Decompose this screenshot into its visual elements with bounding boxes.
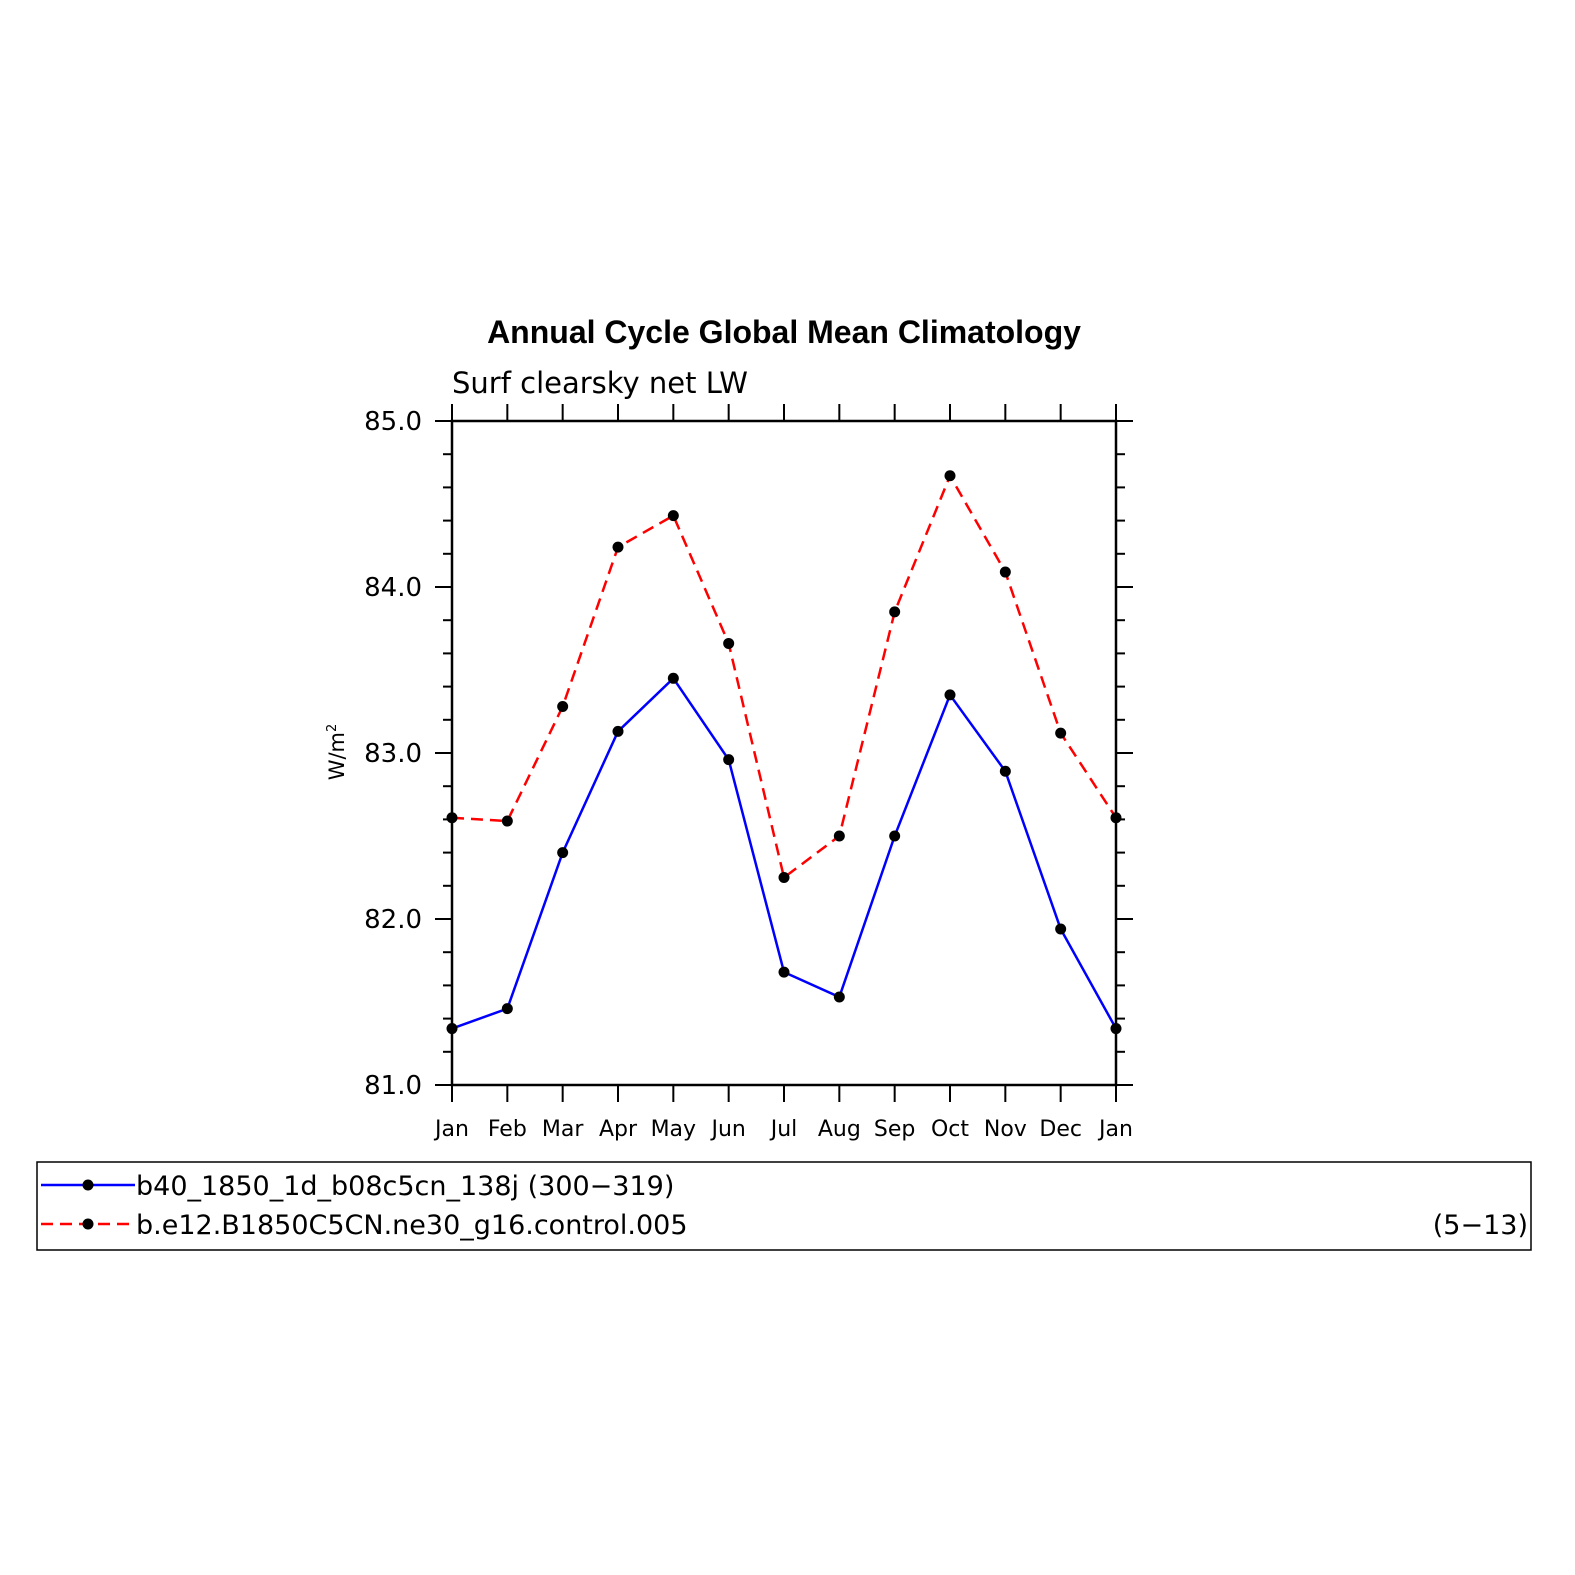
data-point (667, 510, 679, 522)
series-layer (446, 470, 1122, 1035)
data-point (944, 689, 956, 701)
y-axis-label-unit: W/m (325, 732, 349, 780)
series-line (451, 472, 1118, 880)
data-point (1110, 1023, 1122, 1035)
x-tick-label: Jan (433, 1117, 469, 1142)
x-tick-label: Jun (709, 1117, 745, 1142)
data-point (723, 754, 735, 766)
data-point (944, 470, 956, 482)
data-point (446, 1023, 458, 1035)
data-point (833, 830, 845, 842)
y-axis-label-exponent: 2 (325, 724, 340, 732)
data-point (501, 815, 513, 827)
y-tick-label: 84.0 (364, 573, 422, 603)
x-tick-label: Feb (488, 1117, 527, 1142)
data-point (778, 966, 790, 978)
data-point (446, 812, 458, 824)
legend-marker (82, 1218, 94, 1230)
legend-label: b.e12.B1850C5CN.ne30_g16.control.005 (136, 1210, 688, 1241)
y-tick-label: 82.0 (364, 905, 422, 935)
y-tick-label: 83.0 (364, 739, 422, 769)
data-point (612, 541, 624, 553)
x-tick-label: Oct (931, 1117, 969, 1142)
data-point (1055, 727, 1067, 739)
data-point (889, 830, 901, 842)
data-point (557, 701, 569, 713)
data-point (1110, 812, 1122, 824)
chart-subtitle: Surf clearsky net LW (452, 366, 748, 400)
y-tick-label: 85.0 (364, 407, 422, 437)
data-point (612, 725, 624, 737)
data-point (889, 606, 901, 618)
x-tick-label: Sep (874, 1117, 915, 1142)
series-2 (446, 470, 1122, 883)
data-point (667, 672, 679, 684)
series-1 (446, 672, 1122, 1035)
x-tick-label: Jan (1097, 1117, 1133, 1142)
data-point (501, 1003, 513, 1015)
legend-box (36, 1161, 1532, 1251)
data-point (778, 872, 790, 883)
x-tick-label: Apr (599, 1117, 638, 1142)
x-tick-label: Nov (984, 1117, 1027, 1142)
y-axis-label: W/m2 (325, 724, 349, 781)
data-point (723, 637, 735, 649)
x-tick-label: Aug (818, 1117, 861, 1142)
legend-extra-label: (5−13) (1433, 1210, 1528, 1241)
x-tick-label: Mar (542, 1117, 584, 1142)
x-tick-label: Dec (1039, 1117, 1082, 1142)
chart-title: Annual Cycle Global Mean Climatology (487, 314, 1081, 350)
plot-frame (450, 419, 1118, 1087)
legend: b40_1850_1d_b08c5cn_138j (300−319) b.e12.… (36, 1161, 1532, 1251)
x-tick-label: May (651, 1117, 696, 1142)
data-point (999, 566, 1011, 578)
legend-marker (82, 1179, 94, 1191)
x-tick-label: Jul (769, 1117, 798, 1142)
data-point (557, 847, 569, 859)
data-point (833, 991, 845, 1003)
y-tick-label: 81.0 (364, 1071, 422, 1101)
data-point (1055, 923, 1067, 935)
data-point (999, 765, 1011, 777)
plot-axes: 81.0 82.0 83.0 84.0 85.0 Jan Feb Mar Apr May Jun Ju… (364, 404, 1133, 1142)
legend-label: b40_1850_1d_b08c5cn_138j (300−319) (136, 1171, 674, 1202)
